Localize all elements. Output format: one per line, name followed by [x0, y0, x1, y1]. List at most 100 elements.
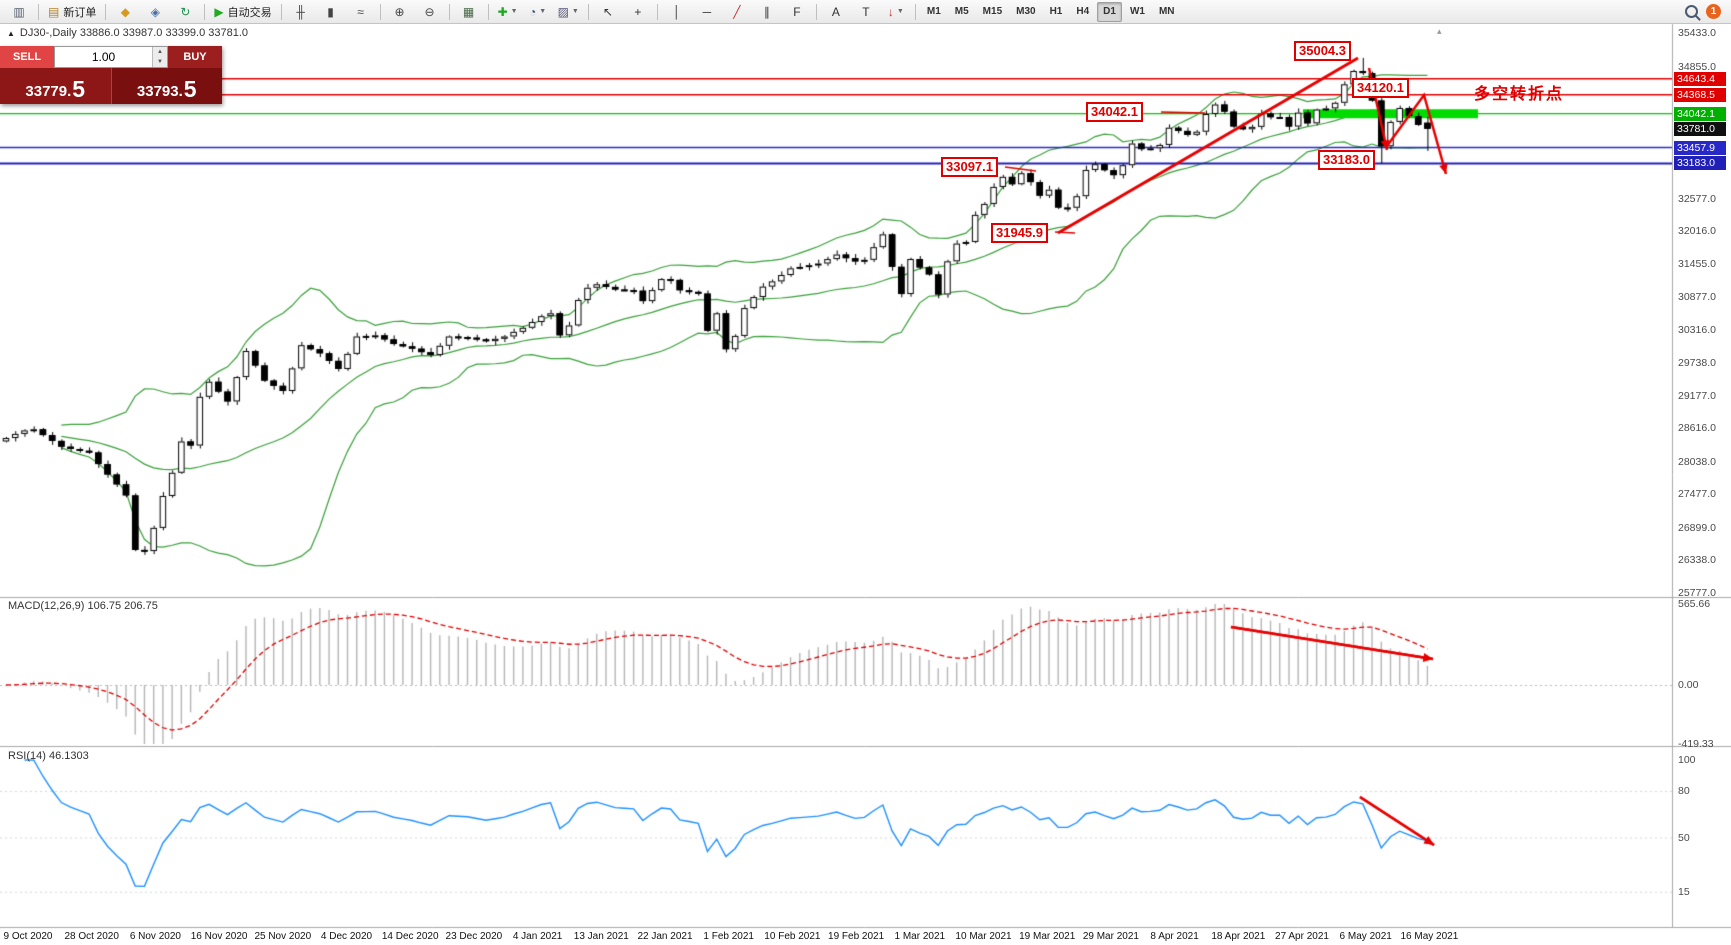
price-annotation[interactable]: 35004.3 — [1294, 41, 1351, 61]
search-icon[interactable] — [1685, 5, 1698, 18]
date-label[interactable]: 1 Feb 2021 — [703, 931, 754, 942]
timeframe-h4[interactable]: H4 — [1076, 6, 1090, 17]
text-label-icon[interactable]: T — [852, 1, 880, 23]
timeframe-w1[interactable]: W1 — [1129, 6, 1145, 17]
date-label[interactable]: 14 Dec 2020 — [381, 931, 439, 942]
price-annotation[interactable]: 33183.0 — [1318, 150, 1375, 170]
volume-up-icon[interactable]: ▲ — [153, 47, 167, 57]
timeframe-m5[interactable]: M5 — [954, 6, 969, 17]
toolbar-separator — [38, 3, 39, 20]
date-label[interactable]: 22 Jan 2021 — [637, 931, 693, 942]
arrow-tools-icon-dropdown-icon[interactable]: ▼ — [896, 8, 904, 15]
date-label[interactable]: 6 Nov 2020 — [129, 931, 181, 942]
trendline-icon-glyph: ╱ — [733, 4, 741, 19]
one-click-collapse-icon[interactable]: ▲ — [7, 28, 15, 38]
timeframe-m1[interactable]: M1 — [926, 6, 941, 17]
date-label[interactable]: 16 Nov 2020 — [190, 931, 248, 942]
buy-price-main: 33793. — [136, 82, 183, 100]
sell-button[interactable]: SELL — [0, 46, 54, 68]
channel-icon[interactable]: ∥ — [753, 1, 781, 23]
timeframe-h1[interactable]: H1 — [1049, 6, 1063, 17]
templates-button[interactable]: ▨ ▼ — [554, 1, 583, 23]
periods-button[interactable]: ◔ ▼ — [524, 1, 552, 23]
rsi-panel[interactable] — [0, 746, 1672, 927]
volume-down-icon[interactable]: ▼ — [153, 57, 167, 67]
tile-windows-icon[interactable]: ▦ — [455, 1, 483, 23]
date-label[interactable]: 29 Mar 2021 — [1082, 931, 1139, 942]
price-annotation[interactable]: 34042.1 — [1086, 102, 1143, 122]
date-label[interactable]: 27 Apr 2021 — [1275, 931, 1329, 942]
macd-panel[interactable] — [0, 597, 1672, 746]
date-label[interactable]: 10 Feb 2021 — [764, 931, 821, 942]
buy-button[interactable]: BUY — [168, 46, 222, 68]
price-axis-tick: 35433.0 — [1678, 27, 1716, 39]
terminal-icon-glyph: ▥ — [13, 4, 25, 19]
price-annotation[interactable]: 31945.9 — [991, 223, 1048, 243]
toolbar: ▥ ▤ 新订单 ◆ ◈ ↻ ▶ 自动交易 ╫ ▮ ≈ ⊕ ⊖ ▦ ✚ ▼ ◔ ▼ ▨ ▼ ↖ + │ ─ ╱ ∥ F A T ↓ ▼ M1 M… — [0, 0, 1731, 24]
text-icon[interactable]: A — [822, 1, 850, 23]
main-chart-panel[interactable] — [0, 24, 1672, 597]
date-label[interactable]: 28 Oct 2020 — [64, 931, 119, 942]
date-label[interactable]: 6 May 2021 — [1339, 931, 1392, 942]
bull-bear-turning-point-note[interactable]: 多空转折点 — [1474, 86, 1565, 103]
price-annotation[interactable]: 33097.1 — [941, 157, 998, 177]
terminal-icon[interactable]: ▥ — [5, 1, 33, 23]
vertical-line-icon[interactable]: │ — [663, 1, 691, 23]
timeframe-buttons: M1 M5 M15 M30 H1 H4 D1 W1 MN — [920, 0, 1182, 24]
timeframe-mn[interactable]: MN — [1158, 6, 1175, 17]
price-axis-tick: 28038.0 — [1678, 455, 1716, 468]
market-watch-icon[interactable]: ◆ — [111, 1, 139, 23]
templates-button-dropdown-icon[interactable]: ▼ — [571, 8, 579, 15]
volume-box: ▲ ▼ — [54, 46, 168, 68]
zoom-out-icon[interactable]: ⊖ — [416, 1, 444, 23]
crosshair-icon[interactable]: + — [624, 1, 652, 23]
date-label[interactable]: 18 Apr 2021 — [1211, 931, 1266, 942]
price-axis-tick: 28616.0 — [1678, 422, 1716, 435]
new-order-button[interactable]: ▤ 新订单 — [44, 1, 100, 23]
horizontal-line-icon[interactable]: ─ — [693, 1, 721, 23]
rsi-label: RSI(14) 46.1303 — [8, 750, 89, 762]
date-label[interactable]: 19 Mar 2021 — [1019, 931, 1076, 942]
bar-chart-icon[interactable]: ╫ — [287, 1, 315, 23]
sell-price[interactable]: 33779. 5 — [0, 68, 111, 104]
indicators-button[interactable]: ✚ ▼ — [494, 1, 522, 23]
candlestick-chart-icon[interactable]: ▮ — [317, 1, 345, 23]
date-label[interactable]: 9 Oct 2020 — [3, 931, 53, 942]
navigator-refresh-icon[interactable]: ↻ — [171, 1, 199, 23]
timeframe-m30[interactable]: M30 — [1016, 6, 1036, 17]
indicators-button-dropdown-icon[interactable]: ▼ — [510, 8, 518, 15]
date-label[interactable]: 1 Mar 2021 — [894, 931, 946, 942]
price-axis-tick: 27477.0 — [1678, 488, 1716, 501]
timeframe-d1[interactable]: D1 — [1097, 1, 1122, 22]
timeframe-m15[interactable]: M15 — [982, 6, 1003, 17]
line-chart-icon[interactable]: ≈ — [347, 1, 375, 23]
volume-stepper: ▲ ▼ — [152, 47, 167, 67]
arrow-tools-icon[interactable]: ↓ ▼ — [882, 1, 910, 23]
date-label[interactable]: 23 Dec 2020 — [445, 931, 503, 942]
fibonacci-icon[interactable]: F — [783, 1, 811, 23]
price-annotation[interactable]: 34120.1 — [1352, 78, 1409, 98]
rsi-axis-tick: 80 — [1678, 785, 1690, 797]
date-label[interactable]: 10 Mar 2021 — [955, 931, 1012, 942]
periods-button-dropdown-icon[interactable]: ▼ — [539, 8, 547, 15]
buy-price[interactable]: 33793. 5 — [110, 68, 222, 104]
date-label[interactable]: 4 Dec 2020 — [320, 931, 373, 942]
price-axis-tick: 29738.0 — [1678, 357, 1716, 370]
date-label[interactable]: 25 Nov 2020 — [254, 931, 312, 942]
notification-badge[interactable]: 1 — [1706, 4, 1721, 19]
autotrade-button[interactable]: ▶ 自动交易 — [210, 1, 275, 23]
zoom-in-icon[interactable]: ⊕ — [386, 1, 414, 23]
cursor-icon[interactable]: ↖ — [594, 1, 622, 23]
price-tag: 34042.1 — [1674, 106, 1726, 121]
date-label[interactable]: 4 Jan 2021 — [512, 931, 563, 942]
date-label[interactable]: 19 Feb 2021 — [828, 931, 885, 942]
trendline-icon[interactable]: ╱ — [723, 1, 751, 23]
date-label[interactable]: 8 Apr 2021 — [1150, 931, 1199, 942]
volume-input[interactable] — [55, 47, 152, 67]
date-label[interactable]: 13 Jan 2021 — [573, 931, 629, 942]
data-window-icon[interactable]: ◈ — [141, 1, 169, 23]
toolbar-separator — [815, 3, 817, 20]
date-label[interactable]: 16 May 2021 — [1400, 931, 1459, 942]
